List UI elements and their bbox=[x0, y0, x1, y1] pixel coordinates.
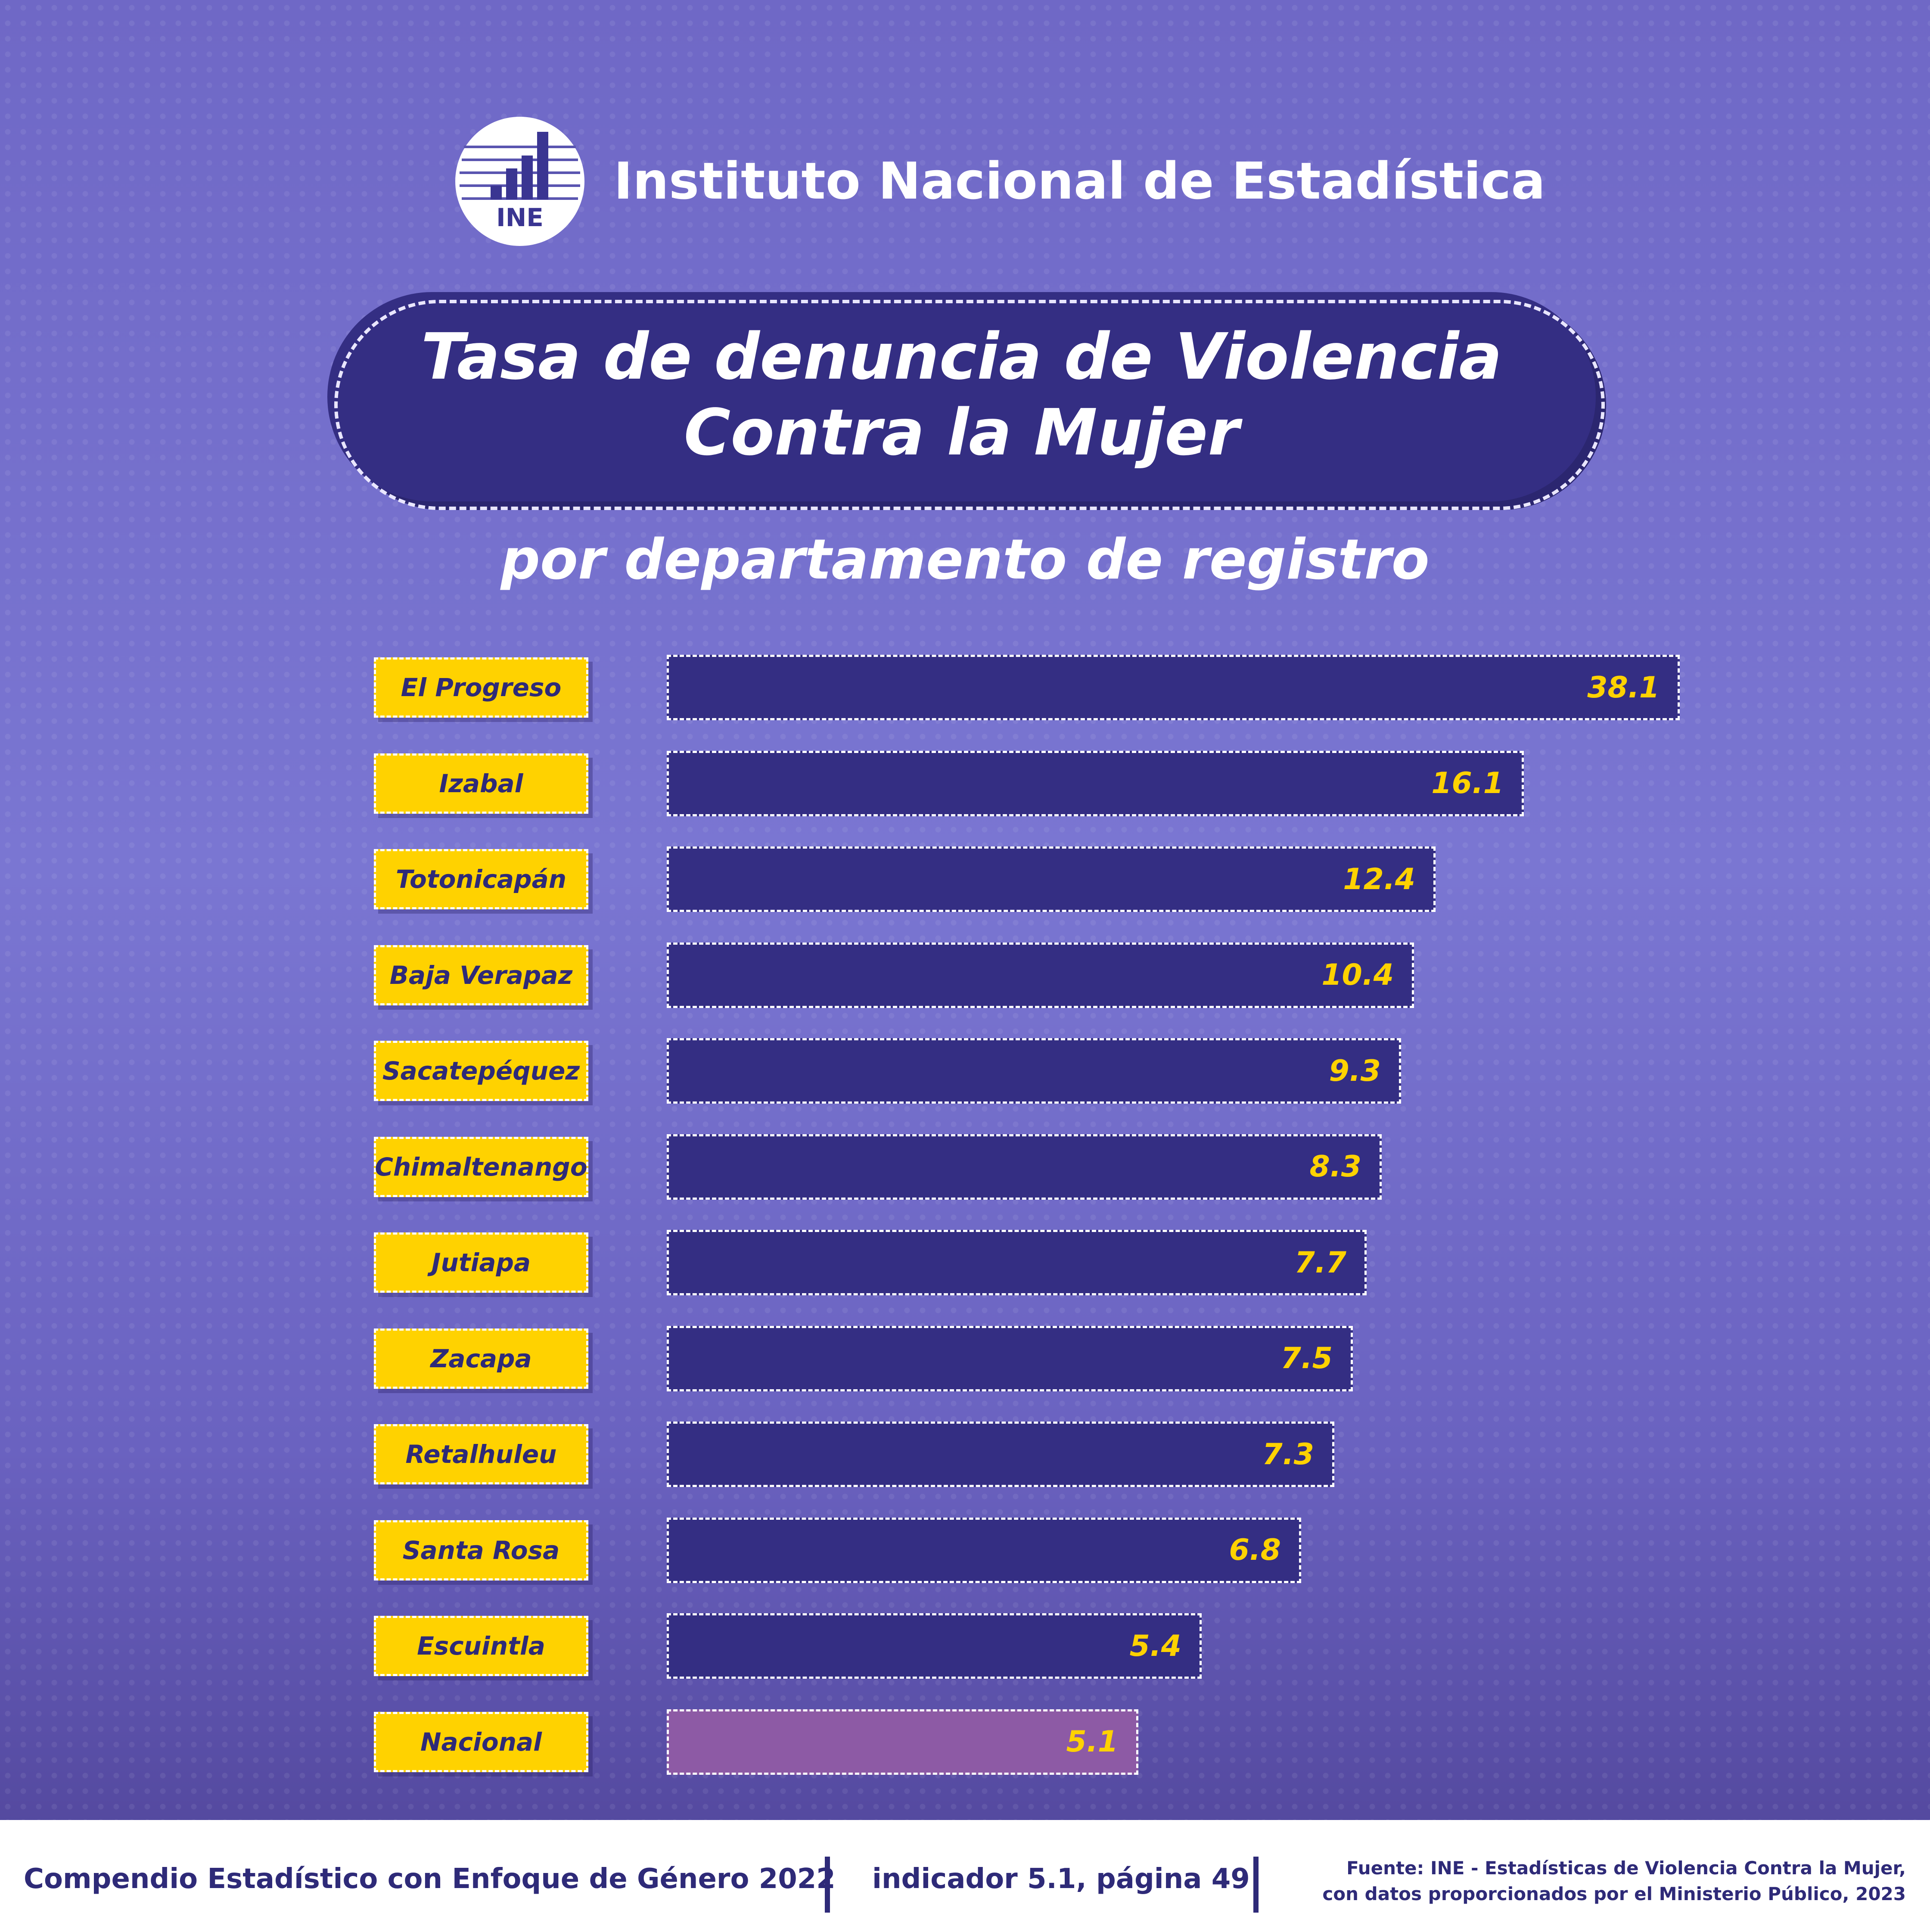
bar-chart-logo-icon bbox=[460, 132, 580, 200]
category-label: Escuintla bbox=[374, 1616, 588, 1676]
bar-value-label: 6.8 bbox=[1229, 1533, 1281, 1567]
bar: 38.1 bbox=[667, 655, 1680, 720]
category-label: Jutiapa bbox=[374, 1232, 588, 1293]
category-label: El Progreso bbox=[374, 657, 588, 718]
bar-value-label: 9.3 bbox=[1329, 1054, 1381, 1088]
title-pill bbox=[327, 292, 1596, 501]
org-name: Instituto Nacional de Estadística bbox=[614, 151, 1546, 211]
source-line-2: con datos proporcionados por el Minister… bbox=[1322, 1883, 1906, 1904]
bar: 7.3 bbox=[667, 1422, 1334, 1487]
bar-value-label: 16.1 bbox=[1431, 766, 1504, 800]
bar-value-label: 5.1 bbox=[1066, 1725, 1118, 1759]
bar: 9.3 bbox=[667, 1038, 1401, 1104]
source-note: Fuente: INE - Estadísticas de Violencia … bbox=[1275, 1855, 1906, 1907]
category-label: Zacapa bbox=[374, 1328, 588, 1389]
bar: 8.3 bbox=[667, 1134, 1382, 1200]
category-label: Totonicapán bbox=[374, 849, 588, 909]
source-line-1: Fuente: INE - Estadísticas de Violencia … bbox=[1346, 1857, 1906, 1879]
indicator-reference: indicador 5.1, página 49 bbox=[872, 1863, 1250, 1895]
bar-value-label: 10.4 bbox=[1321, 958, 1394, 992]
bar: 7.7 bbox=[667, 1230, 1367, 1295]
category-label: Retalhuleu bbox=[374, 1424, 588, 1484]
bar-value-label: 7.7 bbox=[1294, 1245, 1346, 1280]
title-line-1: Tasa de denuncia de Violencia bbox=[421, 320, 1502, 394]
ine-logo: INE bbox=[455, 117, 584, 246]
footer: Compendio Estadístico con Enfoque de Gén… bbox=[0, 1820, 1930, 1932]
bar: 7.5 bbox=[667, 1325, 1353, 1391]
publication-name: Compendio Estadístico con Enfoque de Gén… bbox=[24, 1863, 836, 1895]
bar: 6.8 bbox=[667, 1517, 1301, 1583]
footer-separator bbox=[825, 1857, 830, 1913]
chart-subtitle: por departamento de registro bbox=[500, 528, 1430, 592]
bar-value-label: 38.1 bbox=[1587, 670, 1660, 705]
footer-separator bbox=[1253, 1857, 1259, 1913]
bar-value-label: 7.3 bbox=[1262, 1437, 1314, 1472]
title-line-2: Contra la Mujer bbox=[684, 395, 1240, 470]
chart-title: Tasa de denuncia de Violencia Contra la … bbox=[327, 319, 1596, 470]
bar-value-label: 12.4 bbox=[1343, 862, 1415, 896]
category-label: Nacional bbox=[374, 1711, 588, 1772]
bar-chart: El Progreso 38.1 Izabal 16.1 Totonicapán 12.4… bbox=[374, 655, 1680, 1775]
bar-value-label: 5.4 bbox=[1129, 1629, 1181, 1663]
title-pill-dashed-border bbox=[334, 300, 1605, 510]
bar-highlight: 5.1 bbox=[667, 1709, 1138, 1775]
category-label: Chimaltenango bbox=[374, 1136, 588, 1197]
category-label: Santa Rosa bbox=[374, 1520, 588, 1580]
category-label: Izabal bbox=[374, 753, 588, 814]
bar-value-label: 7.5 bbox=[1280, 1341, 1333, 1375]
bar: 5.4 bbox=[667, 1613, 1202, 1679]
bar-value-label: 8.3 bbox=[1309, 1150, 1361, 1184]
logo-text: INE bbox=[496, 203, 544, 232]
category-label: Baja Verapaz bbox=[374, 945, 588, 1005]
bar: 16.1 bbox=[667, 750, 1524, 816]
bar: 10.4 bbox=[667, 942, 1414, 1008]
category-label: Sacatepéquez bbox=[374, 1041, 588, 1101]
bar: 12.4 bbox=[667, 846, 1436, 912]
